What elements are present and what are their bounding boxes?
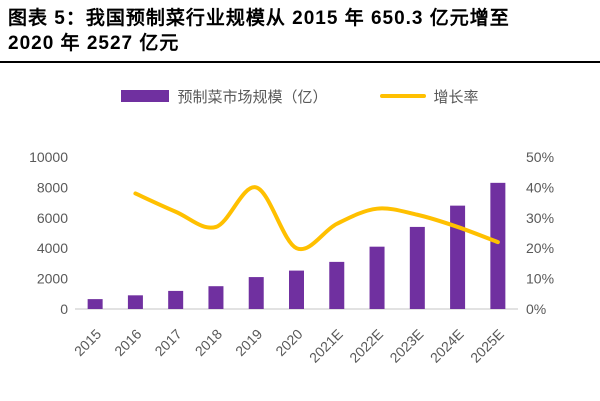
x-axis-category-label: 2016 <box>111 326 144 359</box>
market-size-bar <box>208 286 224 310</box>
market-size-bar <box>168 291 184 310</box>
right-axis-tick-label: 40% <box>526 180 554 196</box>
x-axis-category-label: 2019 <box>232 326 265 359</box>
x-axis-category-label: 2021E <box>306 326 346 366</box>
market-size-bar <box>289 270 304 310</box>
right-axis-tick-label: 10% <box>526 271 554 287</box>
market-size-bar <box>127 295 143 310</box>
right-axis-tick-label: 30% <box>526 210 554 226</box>
x-axis-category-label: 2015 <box>71 326 104 359</box>
left-axis-tick-label: 0 <box>60 301 68 317</box>
right-axis-tick-label: 0% <box>526 301 546 317</box>
figure-caption: 图表 5：我国预制菜行业规模从 2015 年 650.3 亿元增至 2020 年… <box>0 0 600 64</box>
right-axis-tick-label: 50% <box>526 149 554 165</box>
market-size-bar <box>87 299 103 310</box>
chart-area: 0 2000 4000 6000 8000 10000 0% 10% 20% 30% 40% 50% 2… <box>0 131 600 401</box>
legend-item-line: 增长率 <box>379 86 479 107</box>
legend-item-bars: 预制菜市场规模（亿） <box>121 86 328 107</box>
left-axis-tick-label: 2000 <box>37 271 68 287</box>
growth-rate-line <box>133 185 500 252</box>
x-axis-category-label: 2024E <box>427 326 467 366</box>
right-axis-tick-label: 20% <box>526 240 554 256</box>
x-axis-category-label: 2018 <box>192 326 225 359</box>
line-series-swatch-icon <box>379 94 426 99</box>
left-axis-tick-label: 4000 <box>37 240 68 256</box>
caption-line-1: 图表 5：我国预制菜行业规模从 2015 年 650.3 亿元增至 <box>8 8 510 29</box>
x-axis-category-label: 2025E <box>467 326 507 366</box>
left-axis-tick-label: 10000 <box>29 149 68 165</box>
bar-series-swatch-icon <box>121 90 170 103</box>
market-size-bar <box>369 246 385 310</box>
market-size-bar <box>329 262 345 310</box>
caption-line-2: 2020 年 2527 亿元 <box>8 33 180 55</box>
left-axis-tick-label: 6000 <box>37 210 68 226</box>
market-size-bar <box>248 277 264 310</box>
line-series-label: 增长率 <box>433 88 479 106</box>
x-axis-category-label: 2022E <box>346 326 386 366</box>
combo-chart-svg: 0 2000 4000 6000 8000 10000 0% 10% 20% 30% 40% 50% 2… <box>29 149 554 366</box>
x-axis-category-label: 2020 <box>272 326 305 359</box>
left-axis-tick-label: 8000 <box>37 180 68 196</box>
chart-legend: 预制菜市场规模（亿） 增长率 <box>0 86 600 107</box>
x-axis-category-label: 2017 <box>151 326 184 359</box>
market-size-bar <box>490 182 506 310</box>
market-size-bar <box>409 227 425 310</box>
market-size-bar <box>450 205 466 310</box>
x-axis-category-label: 2023E <box>386 326 426 366</box>
bar-series-label: 预制菜市场规模（亿） <box>177 88 328 106</box>
